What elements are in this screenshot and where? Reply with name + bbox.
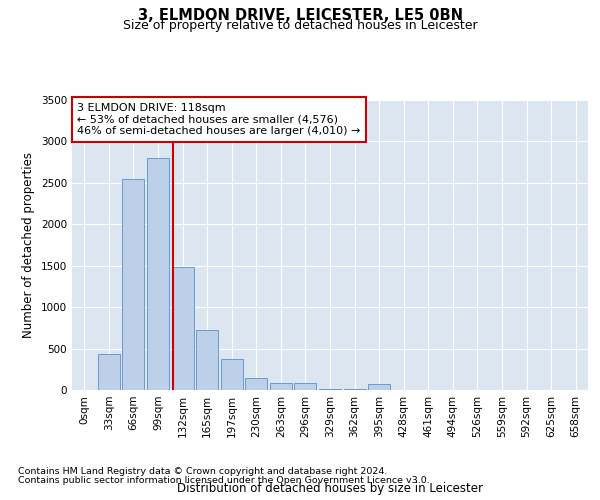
Bar xyxy=(172,268,194,390)
Text: 3, ELMDON DRIVE, LEICESTER, LE5 0BN: 3, ELMDON DRIVE, LEICESTER, LE5 0BN xyxy=(137,8,463,22)
Bar xyxy=(122,178,145,390)
Bar xyxy=(98,354,120,390)
Bar xyxy=(319,389,341,390)
Text: 3 ELMDON DRIVE: 118sqm
← 53% of detached houses are smaller (4,576)
46% of semi-: 3 ELMDON DRIVE: 118sqm ← 53% of detached… xyxy=(77,103,361,136)
Text: Contains public sector information licensed under the Open Government Licence v3: Contains public sector information licen… xyxy=(18,476,430,485)
Bar xyxy=(295,382,316,390)
Text: Distribution of detached houses by size in Leicester: Distribution of detached houses by size … xyxy=(177,482,483,495)
Bar xyxy=(270,382,292,390)
Bar xyxy=(147,158,169,390)
Bar xyxy=(221,360,243,390)
Bar xyxy=(344,389,365,390)
Bar xyxy=(245,378,268,390)
Text: Contains HM Land Registry data © Crown copyright and database right 2024.: Contains HM Land Registry data © Crown c… xyxy=(18,467,388,476)
Text: Size of property relative to detached houses in Leicester: Size of property relative to detached ho… xyxy=(122,19,478,32)
Y-axis label: Number of detached properties: Number of detached properties xyxy=(22,152,35,338)
Bar xyxy=(196,330,218,390)
Bar xyxy=(368,384,390,390)
